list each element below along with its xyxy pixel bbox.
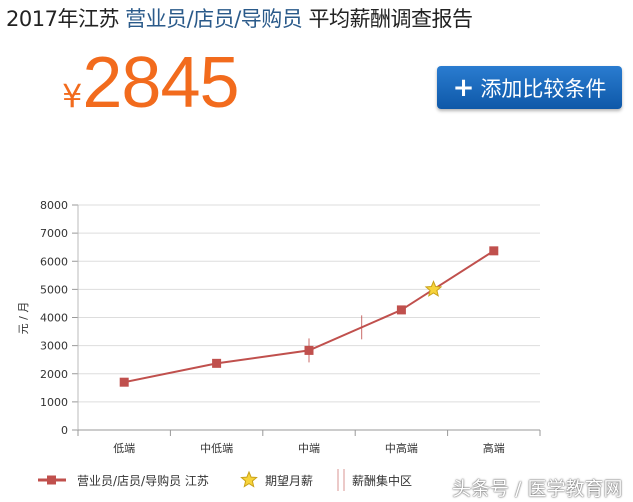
data-point [119, 377, 129, 387]
x-tick-label: 中低端 [200, 442, 233, 455]
data-point [396, 305, 406, 315]
y-tick-label: 7000 [40, 227, 68, 240]
add-comparison-button[interactable]: + 添加比较条件 [437, 66, 622, 109]
data-point [212, 358, 222, 368]
y-tick-label: 5000 [40, 283, 68, 296]
y-tick-label: 0 [61, 424, 68, 437]
y-tick-label: 4000 [40, 312, 68, 325]
x-tick-label: 中端 [298, 442, 320, 455]
data-point [489, 246, 499, 256]
salary-value: 2845 [82, 43, 239, 123]
plus-icon: + [452, 72, 475, 103]
y-tick-label: 6000 [40, 255, 68, 268]
y-tick-label: 8000 [40, 199, 68, 212]
legend-series-marker-icon [47, 475, 56, 485]
legend-series-label: 营业员/店员/导购员 江苏 [77, 473, 209, 488]
legend-expected-label: 期望月薪 [265, 474, 313, 488]
y-tick-label: 3000 [40, 340, 68, 353]
x-tick-label: 低端 [113, 442, 135, 455]
data-point [304, 345, 314, 355]
x-tick-label: 中高端 [385, 441, 418, 455]
legend-concentration-label: 薪酬集中区 [352, 473, 412, 488]
expected-salary-star-icon [424, 280, 443, 297]
y-tick-label: 1000 [40, 396, 68, 409]
currency-symbol: ¥ [62, 77, 83, 115]
page-title: 2017年江苏 营业员/店员/导购员 平均薪酬调查报告 [6, 3, 473, 33]
average-salary: ¥2845 [62, 42, 240, 124]
title-suffix: 平均薪酬调查报告 [308, 7, 473, 31]
x-tick-label: 高端 [483, 441, 505, 455]
watermark: 头条号 / 医学教育网 [452, 478, 623, 500]
series-line [124, 250, 495, 384]
y-axis-label: 元 / 月 [17, 302, 30, 335]
title-prefix: 2017年江苏 [6, 7, 119, 31]
legend-star-icon [240, 470, 258, 488]
y-tick-label: 2000 [40, 368, 68, 381]
job-title: 营业员/店员/导购员 [125, 7, 303, 31]
add-comparison-label: 添加比较条件 [480, 76, 607, 101]
